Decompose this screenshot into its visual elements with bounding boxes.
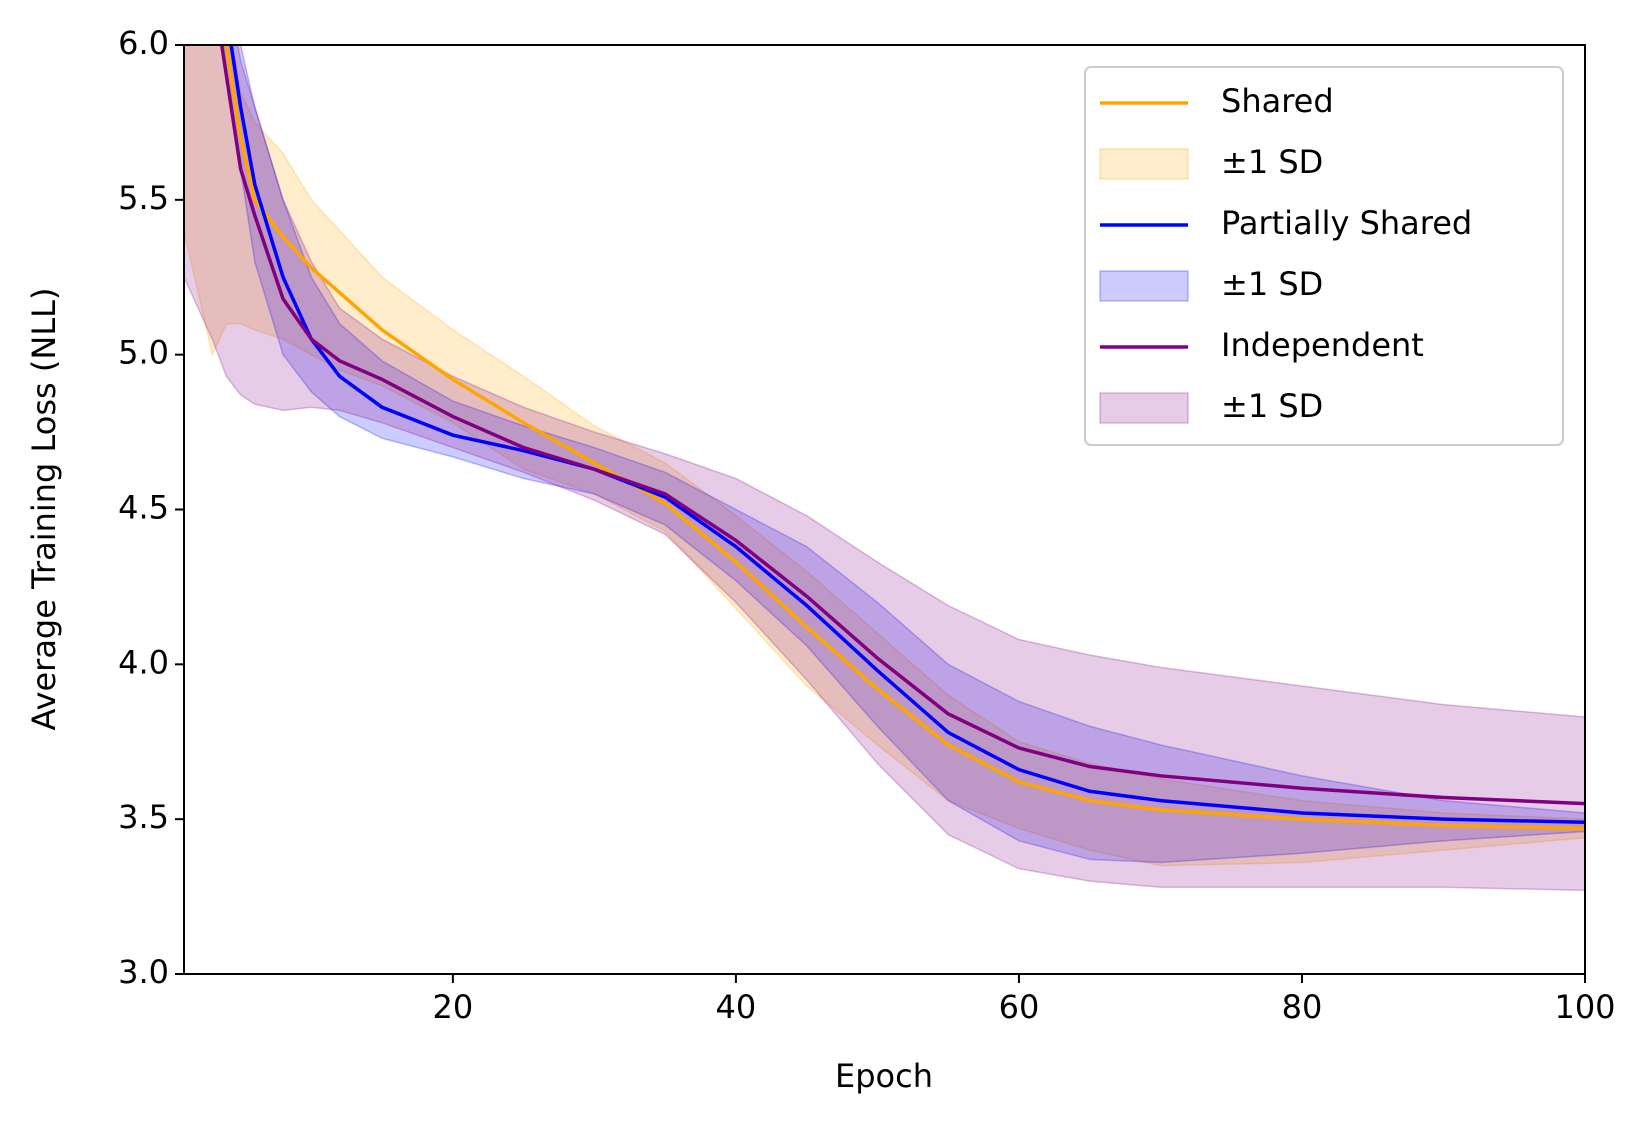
legend-band [1099,270,1189,302]
legend-label: Independent [1221,326,1424,364]
line [219,45,1585,806]
y-tick-label: 3.0 [118,953,169,991]
y-tick-label: 3.5 [118,798,169,836]
sd-band [222,45,1585,864]
legend-label: ±1 SD [1221,143,1323,181]
plot-area [184,45,1585,892]
x-tick-label: 100 [1554,988,1615,1026]
legend-label: Partially Shared [1221,204,1472,242]
legend-label: ±1 SD [1221,387,1323,425]
legend-label: ±1 SD [1221,265,1323,303]
x-tick-label: 80 [1282,988,1323,1026]
x-tick-label: 20 [433,988,474,1026]
legend-box [1084,66,1564,446]
y-tick-label: 6.0 [118,24,169,62]
line [224,45,1585,831]
y-tick-label: 5.5 [118,179,169,217]
sd-band [184,45,1585,892]
legend-band [1099,148,1189,180]
x-axis-label: Epoch [835,1057,933,1095]
legend-label: Shared [1221,82,1334,120]
y-tick-label: 4.5 [118,489,169,527]
x-tick-label: 40 [716,988,757,1026]
y-tick-label: 4.0 [118,643,169,681]
y-axis-label: Average Training Loss (NLL) [25,288,63,731]
legend-band [1099,392,1189,424]
x-tick-label: 60 [999,988,1040,1026]
y-tick-label: 5.0 [118,334,169,372]
